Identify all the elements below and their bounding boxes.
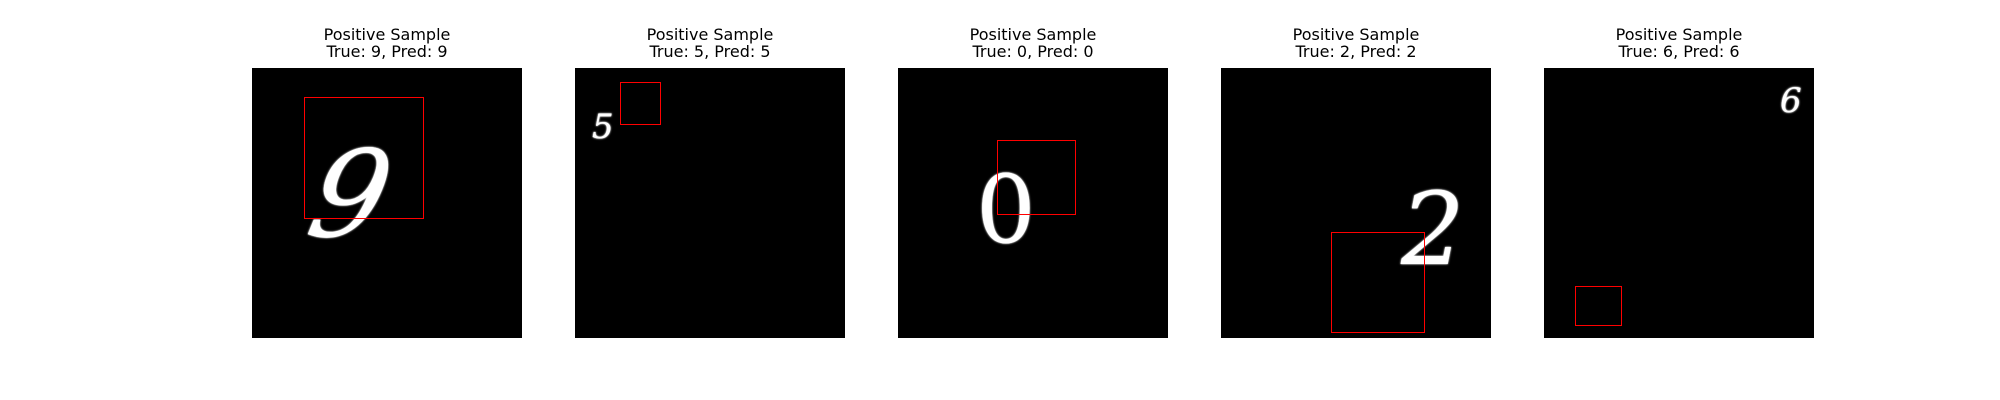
panel-title: Positive Sample	[646, 25, 774, 44]
panel-title: Positive Sample	[323, 25, 451, 44]
digit-glyph: 6	[1780, 81, 1802, 121]
sample-panel-2: Positive Sample True: 5, Pred: 5 5	[575, 25, 845, 338]
sample-image: 9	[252, 68, 522, 338]
digit-glyph: 5	[592, 107, 614, 147]
digit-glyph: 2	[1401, 171, 1465, 288]
sample-panel-4: Positive Sample True: 2, Pred: 2 2	[1221, 25, 1491, 338]
panel-subtitle: True: 0, Pred: 0	[972, 42, 1094, 61]
sample-panel-3: Positive Sample True: 0, Pred: 0 0	[898, 25, 1168, 338]
sample-panel-1: Positive Sample True: 9, Pred: 9 9	[252, 25, 522, 338]
sample-panel-5: Positive Sample True: 6, Pred: 6 6	[1544, 25, 1814, 338]
sample-image: 6	[1544, 68, 1814, 338]
bounding-box	[620, 82, 661, 125]
bounding-box	[997, 140, 1076, 215]
digit-glyph: 0	[976, 156, 1036, 265]
bounding-box	[304, 97, 424, 219]
panel-title: Positive Sample	[1292, 25, 1420, 44]
sample-image: 0	[898, 68, 1168, 338]
bounding-box	[1575, 286, 1622, 326]
panel-title: Positive Sample	[1615, 25, 1743, 44]
panel-subtitle: True: 6, Pred: 6	[1618, 42, 1740, 61]
panel-subtitle: True: 9, Pred: 9	[326, 42, 448, 61]
panel-title: Positive Sample	[969, 25, 1097, 44]
panel-subtitle: True: 5, Pred: 5	[649, 42, 771, 61]
bounding-box	[1331, 232, 1425, 333]
sample-image: 5	[575, 68, 845, 338]
panel-subtitle: True: 2, Pred: 2	[1295, 42, 1417, 61]
sample-image: 2	[1221, 68, 1491, 338]
